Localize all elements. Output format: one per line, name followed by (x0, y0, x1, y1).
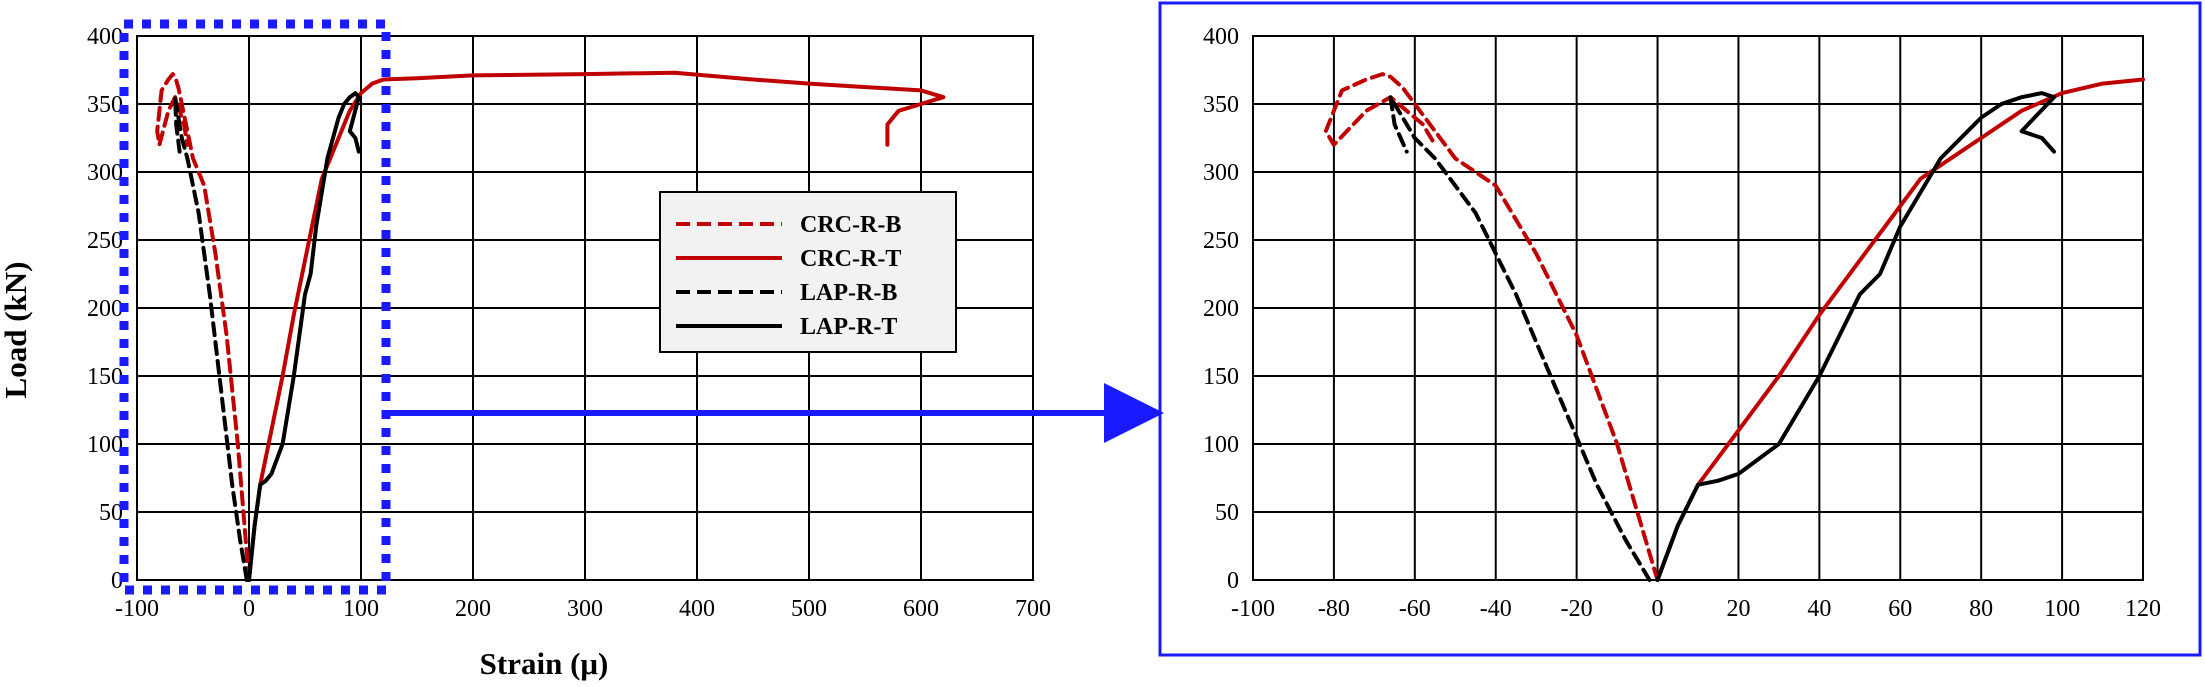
left-plot-area (1, 1, 2, 2)
right-x-tick-label: -20 (1561, 596, 1593, 622)
right-y-tick-label: 400 (1203, 24, 1239, 50)
right-y-tick-label: 200 (1203, 296, 1239, 322)
left-series-lines (155, 70, 946, 582)
left-series-lap-r-t (247, 91, 361, 582)
y-axis-title: Load (kN) (0, 262, 33, 399)
right-x-tick-label: 40 (1807, 596, 1831, 622)
right-series-crc-r-t (1655, 77, 2145, 582)
right-x-tick-label: -80 (1318, 596, 1350, 622)
left-x-tick-label: -100 (115, 596, 159, 622)
right-series-lap-r-b (1388, 95, 1652, 582)
left-series-crc-r-t (247, 70, 946, 582)
legend-label-lap-r-b: LAP-R-B (800, 280, 897, 306)
right-y-tick-label: 250 (1203, 228, 1239, 254)
right-x-tick-labels: -100 -80 -60 -40 -20 0 20 40 60 80 100 120 (1231, 596, 2161, 622)
right-chart: -100 -80 -60 -40 -20 0 20 40 60 80 100 120 0 50 100 15… (1158, 1, 2202, 657)
right-x-tick-label: 20 (1726, 596, 1750, 622)
left-x-tick-label: 400 (679, 596, 715, 622)
left-x-tick-label: 700 (1015, 596, 1051, 622)
right-y-tick-label: 50 (1215, 500, 1239, 526)
right-y-tick-label: 150 (1203, 364, 1239, 390)
left-y-tick-label: 200 (87, 296, 123, 322)
legend-label-crc-r-b: CRC-R-B (800, 212, 901, 238)
left-series-lap-r-b (173, 95, 249, 582)
left-x-tick-label: 0 (243, 596, 255, 622)
left-x-tick-label: 600 (903, 596, 939, 622)
right-x-tick-label: 0 (1652, 596, 1664, 622)
left-y-tick-label: 400 (87, 24, 123, 50)
x-axis-title: Strain (μ) (480, 646, 609, 681)
right-x-tick-label: -60 (1399, 596, 1431, 622)
right-y-tick-label: 350 (1203, 92, 1239, 118)
left-y-tick-label: 50 (99, 500, 123, 526)
left-x-tick-label: 100 (343, 596, 379, 622)
right-x-tick-label: -100 (1231, 596, 1275, 622)
left-y-tick-label: 250 (87, 228, 123, 254)
right-x-tick-label: 100 (2044, 596, 2080, 622)
left-y-tick-label: 300 (87, 160, 123, 186)
right-series-lines (1323, 72, 2145, 582)
legend: CRC-R-B CRC-R-T LAP-R-B LAP-R-T (659, 191, 957, 353)
right-series-lap-r-t (1655, 91, 2056, 582)
right-y-tick-label: 300 (1203, 160, 1239, 186)
zoom-frame (1158, 1, 2202, 657)
right-x-tick-label: 60 (1888, 596, 1912, 622)
left-x-tick-label: 500 (791, 596, 827, 622)
right-x-tick-label: 80 (1969, 596, 1993, 622)
left-y-tick-label: 350 (87, 92, 123, 118)
left-x-tick-labels: -100 0 100 200 300 400 500 600 700 (115, 596, 1051, 622)
zoom-region-highlight (119, 19, 391, 595)
left-y-tick-label: 150 (87, 364, 123, 390)
right-series-crc-r-b (1323, 72, 1660, 582)
left-x-tick-label: 300 (567, 596, 603, 622)
right-x-tick-label: -40 (1480, 596, 1512, 622)
left-y-tick-label: 100 (87, 432, 123, 458)
legend-label-crc-r-t: CRC-R-T (800, 246, 901, 272)
right-y-tick-label: 100 (1203, 432, 1239, 458)
right-x-tick-label: 120 (2125, 596, 2161, 622)
legend-label-lap-r-t: LAP-R-T (800, 314, 897, 340)
left-x-tick-label: 200 (455, 596, 491, 622)
left-gridlines (136, 35, 1034, 581)
right-y-tick-labels: 0 50 100 150 200 250 300 350 400 (1203, 24, 1239, 594)
right-y-tick-label: 0 (1227, 568, 1239, 594)
left-chart: -100 0 100 200 300 400 500 600 700 0 50 100 150 200 2… (0, 1, 1051, 681)
right-gridlines (1252, 35, 2144, 581)
